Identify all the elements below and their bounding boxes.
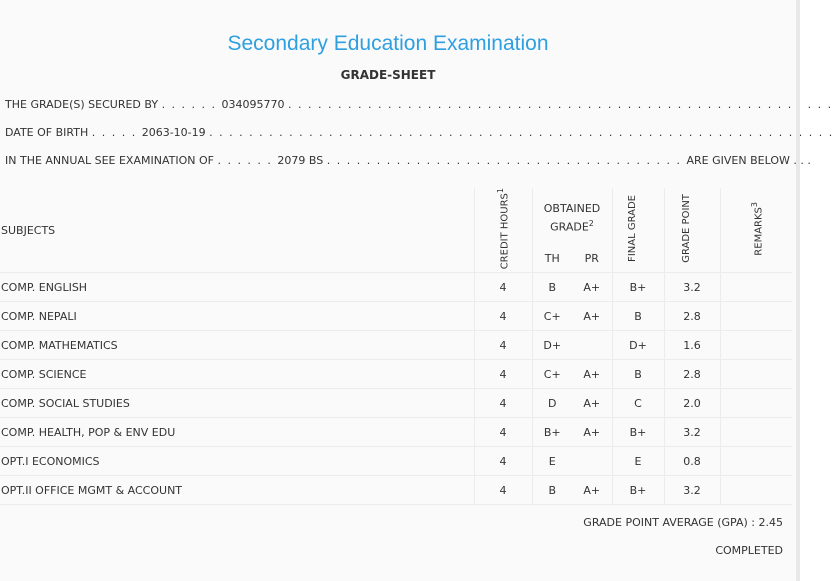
credit-cell: 4	[474, 388, 533, 419]
table-row: COMP. MATHEMATICS 4 D+ D+ 1.6	[0, 330, 792, 361]
pr-grade-cell	[572, 330, 613, 361]
secured-by-value: 034095770	[221, 98, 285, 111]
th-grade-cell: C+	[532, 301, 572, 332]
pr-grade-cell: A+	[572, 359, 613, 390]
credit-cell: 4	[474, 475, 533, 506]
col-final-grade: FINAL GRADE	[612, 188, 665, 274]
page-subtitle: GRADE-SHEET	[340, 68, 436, 82]
info-dob: DATE OF BIRTH . . . . . 2063-10-19 . . .…	[5, 126, 834, 139]
final-grade-cell: B	[612, 301, 665, 332]
remarks-cell	[720, 272, 792, 303]
th-grade-cell: D+	[532, 330, 572, 361]
pr-grade-cell: A+	[572, 301, 613, 332]
final-grade-cell: B	[612, 359, 665, 390]
th-grade-cell: C+	[532, 359, 572, 390]
table-row: COMP. SOCIAL STUDIES 4 D A+ C 2.0	[0, 388, 792, 419]
th-grade-cell: B	[532, 475, 572, 506]
final-grade-cell: B+	[612, 475, 665, 506]
col-obtained-grade: OBTAINED GRADE2	[532, 188, 613, 245]
th-grade-cell: B+	[532, 417, 572, 448]
credit-cell: 4	[474, 359, 533, 390]
col-th: TH	[532, 244, 572, 274]
credit-cell: 4	[474, 301, 533, 332]
subject-cell: COMP. MATHEMATICS	[0, 330, 475, 361]
final-grade-cell: B+	[612, 417, 665, 448]
info-secured-by: THE GRADE(S) SECURED BY . . . . . . 0340…	[5, 98, 836, 111]
exam-suffix: ARE GIVEN BELOW . . .	[686, 154, 811, 167]
subject-cell: COMP. NEPALI	[0, 301, 475, 332]
pr-grade-cell: A+	[572, 475, 613, 506]
subject-cell: OPT.II OFFICE MGMT & ACCOUNT	[0, 475, 475, 506]
grades-table: SUBJECTS CREDIT HOURS1 OBTAINED GRADE2 F…	[0, 188, 792, 506]
dots: . . . . . .	[217, 154, 278, 167]
grade-sheet: Secondary Education Examination GRADE-SH…	[0, 32, 836, 557]
final-grade-cell: D+	[612, 330, 665, 361]
exam-value: 2079 BS	[277, 154, 324, 167]
table-row: COMP. NEPALI 4 C+ A+ B 2.8	[0, 301, 792, 332]
dots: . . . . . . . . . . . . . . . . . . . . …	[288, 98, 836, 111]
credit-cell: 4	[474, 272, 533, 303]
col-grade-point: GRADE POINT	[664, 188, 721, 274]
remarks-cell	[720, 388, 792, 419]
final-grade-cell: C	[612, 388, 665, 419]
dots: . . . . . .	[161, 98, 222, 111]
pr-grade-cell	[572, 446, 613, 477]
remarks-cell	[720, 417, 792, 448]
grade-point-cell: 1.6	[664, 330, 721, 361]
remarks-cell	[720, 475, 792, 506]
dots: . . . . . . . . . . . . . . . . . . . . …	[326, 154, 687, 167]
table-row: OPT.II OFFICE MGMT & ACCOUNT 4 B A+ B+ 3.2	[0, 475, 792, 506]
th-grade-cell: D	[532, 388, 572, 419]
dob-value: 2063-10-19	[141, 126, 206, 139]
table-row: COMP. HEALTH, POP & ENV EDU 4 B+ A+ B+ 3.2	[0, 417, 792, 448]
dob-label: DATE OF BIRTH	[5, 126, 89, 139]
grade-point-cell: 0.8	[664, 446, 721, 477]
credit-cell: 4	[474, 417, 533, 448]
subject-cell: COMP. SOCIAL STUDIES	[0, 388, 475, 419]
final-grade-cell: E	[612, 446, 665, 477]
grade-point-cell: 2.0	[664, 388, 721, 419]
remarks-cell	[720, 446, 792, 477]
gpa-summary: GRADE POINT AVERAGE (GPA) : 2.45	[583, 516, 783, 529]
table-row: COMP. ENGLISH 4 B A+ B+ 3.2	[0, 272, 792, 303]
scrollbar[interactable]	[796, 0, 800, 581]
col-remarks: REMARKS3	[720, 188, 792, 274]
th-grade-cell: B	[532, 272, 572, 303]
grade-point-cell: 3.2	[664, 417, 721, 448]
remarks-cell	[720, 330, 792, 361]
table-row: OPT.I ECONOMICS 4 E E 0.8	[0, 446, 792, 477]
status-text: COMPLETED	[715, 544, 783, 557]
th-grade-cell: E	[532, 446, 572, 477]
table-row: COMP. SCIENCE 4 C+ A+ B 2.8	[0, 359, 792, 390]
grade-point-cell: 2.8	[664, 359, 721, 390]
page-title: Secondary Education Examination	[227, 32, 549, 55]
info-exam: IN THE ANNUAL SEE EXAMINATION OF . . . .…	[5, 154, 811, 167]
credit-cell: 4	[474, 446, 533, 477]
col-pr: PR	[572, 244, 613, 274]
dots: . . . . .	[91, 126, 142, 139]
remarks-cell	[720, 301, 792, 332]
pr-grade-cell: A+	[572, 388, 613, 419]
credit-cell: 4	[474, 330, 533, 361]
subject-cell: OPT.I ECONOMICS	[0, 446, 475, 477]
secured-by-label: THE GRADE(S) SECURED BY	[5, 98, 159, 111]
pr-grade-cell: A+	[572, 272, 613, 303]
grade-point-cell: 3.2	[664, 475, 721, 506]
exam-label: IN THE ANNUAL SEE EXAMINATION OF	[5, 154, 214, 167]
subject-cell: COMP. ENGLISH	[0, 272, 475, 303]
col-credit-hours: CREDIT HOURS1	[474, 188, 533, 274]
grade-point-cell: 2.8	[664, 301, 721, 332]
final-grade-cell: B+	[612, 272, 665, 303]
pr-grade-cell: A+	[572, 417, 613, 448]
dots: . . . . . . . . . . . . . . . . . . . . …	[209, 126, 834, 139]
remarks-cell	[720, 359, 792, 390]
subject-cell: COMP. HEALTH, POP & ENV EDU	[0, 417, 475, 448]
grade-point-cell: 3.2	[664, 272, 721, 303]
col-subjects: SUBJECTS	[0, 188, 475, 274]
subject-cell: COMP. SCIENCE	[0, 359, 475, 390]
